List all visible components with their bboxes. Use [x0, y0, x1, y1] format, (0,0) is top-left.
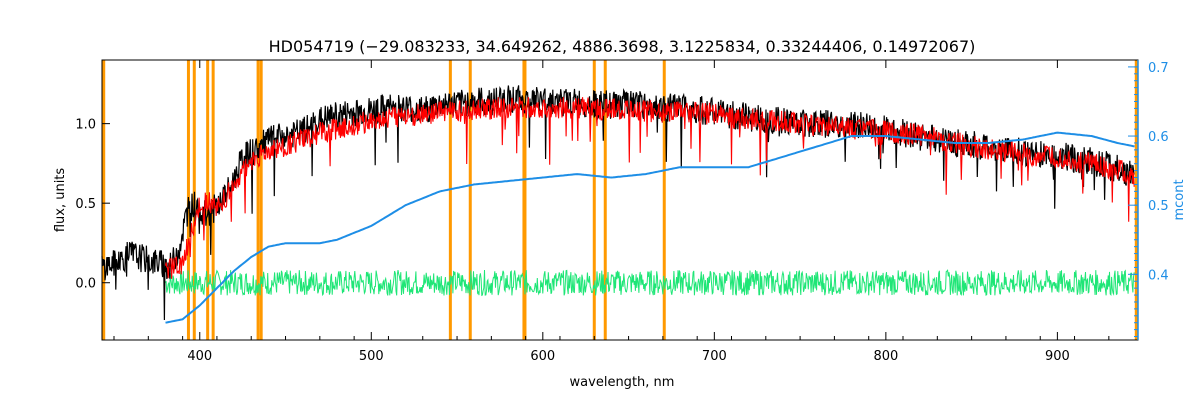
x-tick-label: 900	[1045, 349, 1070, 364]
y2-tick-label: 0.5	[1148, 199, 1169, 214]
y-tick-label: 0.5	[75, 197, 96, 212]
y-axis-ticks: 0.0 0.5 1.0	[75, 118, 110, 292]
x-tick-label: 600	[530, 349, 555, 364]
series-layer	[101, 85, 1135, 324]
y2-tick-label: 0.4	[1148, 268, 1169, 283]
continuum-series	[165, 131, 1135, 324]
y2-axis-label: mcont	[1172, 179, 1187, 220]
y2-tick-label: 0.7	[1148, 61, 1169, 76]
y-tick-label: 1.0	[75, 118, 96, 133]
x-axis-label: wavelength, nm	[570, 375, 675, 390]
y-tick-label: 0.0	[75, 277, 96, 292]
x-tick-label: 500	[359, 349, 384, 364]
chart-title: HD054719 (−29.083233, 34.649262, 4886.36…	[269, 37, 976, 56]
y2-tick-label: 0.6	[1148, 130, 1169, 145]
x-axis-ticks: 400 500 600 700 800 900	[113, 60, 1110, 364]
x-tick-label: 800	[873, 349, 898, 364]
residual-series	[165, 269, 1135, 297]
x-tick-label: 400	[187, 349, 212, 364]
y-axis-label: flux, units	[53, 168, 68, 233]
y2-axis-ticks: 0.4 0.5 0.6 0.7	[1128, 60, 1169, 340]
x-tick-label: 700	[702, 349, 727, 364]
